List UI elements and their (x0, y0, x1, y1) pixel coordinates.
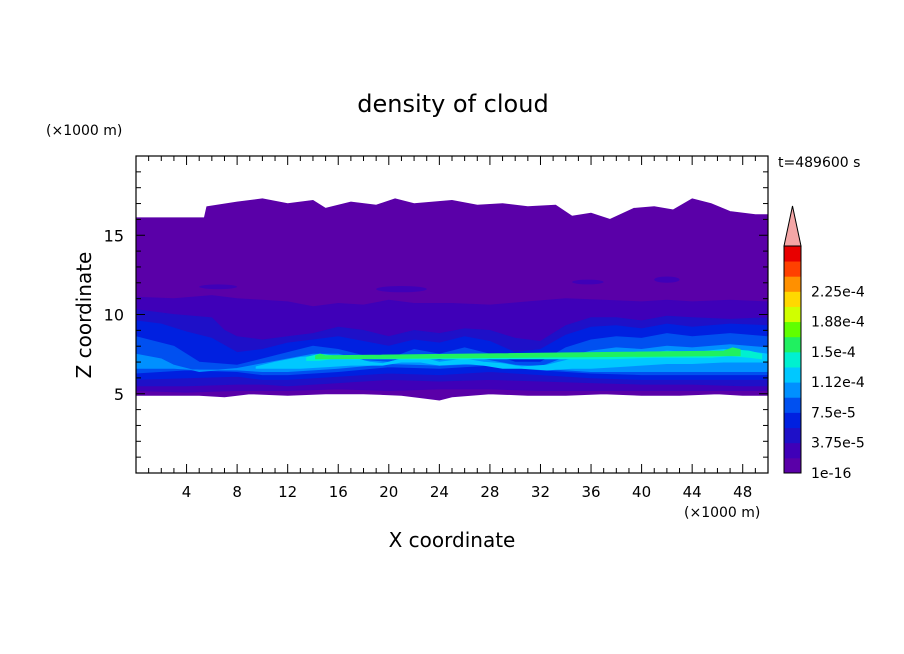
contour-layer-9 (315, 347, 741, 360)
cloud-wisp-4 (654, 276, 680, 283)
plot-area (135, 198, 769, 401)
y-axis-label: Z coordinate (72, 252, 96, 379)
x-tick-label: 12 (278, 483, 297, 501)
x-tick-label: 4 (182, 483, 192, 501)
x-tick-label: 32 (531, 483, 550, 501)
x-tick-label: 24 (430, 483, 449, 501)
y-tick-label: 10 (104, 306, 124, 325)
x-tick-label: 48 (733, 483, 752, 501)
x-unit-label: (×1000 m) (684, 505, 760, 521)
y-tick-label: 15 (104, 226, 124, 245)
colorbar-swatch (784, 367, 801, 383)
colorbar-swatch (784, 321, 801, 338)
y-unit-label: (×1000 m) (46, 123, 122, 139)
colorbar-label: 1.88e-4 (811, 315, 865, 331)
colorbar-swatch (784, 291, 801, 307)
cloud-wisp-1 (199, 284, 238, 290)
x-axis-label: X coordinate (389, 528, 516, 552)
colorbar-swatch (784, 276, 801, 292)
colorbar-label: 7.5e-5 (811, 406, 856, 422)
colorbar-label: 1e-16 (811, 466, 851, 482)
y-axis: 5 10 15 (104, 171, 768, 458)
colorbar-swatch (784, 412, 801, 428)
cloud-wisp-2 (376, 285, 427, 293)
colorbar-label: 1.5e-4 (811, 345, 856, 361)
colorbar-swatch (784, 397, 801, 413)
colorbar-label: 1.12e-4 (811, 375, 865, 391)
colorbar-swatch (784, 382, 801, 398)
x-tick-label: 44 (683, 483, 702, 501)
colorbar-frame (783, 245, 802, 474)
colorbar-swatch (784, 427, 801, 444)
colorbar-swatch (784, 306, 801, 323)
x-tick-label: 8 (232, 483, 242, 501)
chart-title: density of cloud (357, 90, 548, 118)
time-label: t=489600 s (778, 155, 860, 171)
colorbar-swatch (784, 457, 801, 474)
x-tick-label: 20 (379, 483, 398, 501)
colorbar-label: 3.75e-5 (811, 436, 865, 452)
colorbar-swatch (784, 442, 801, 459)
x-tick-label: 28 (480, 483, 499, 501)
colorbar-swatch (784, 261, 801, 277)
colorbar: 1e-16 3.75e-5 7.5e-5 1.12e-4 1.5e-4 1.88e-4 2.… (783, 205, 865, 482)
y-tick-label: 5 (114, 385, 124, 404)
x-tick-label: 36 (581, 483, 600, 501)
cloud-wisp-3 (572, 279, 604, 285)
colorbar-extend-arrow (783, 205, 802, 247)
colorbar-label: 2.25e-4 (811, 284, 865, 300)
x-axis: 4 8 12 16 20 24 28 32 36 40 44 48 (148, 156, 756, 501)
colorbar-swatch (784, 246, 801, 262)
colorbar-swatch (784, 336, 801, 353)
colorbar-swatch (784, 351, 801, 368)
x-tick-label: 16 (329, 483, 348, 501)
x-tick-label: 40 (632, 483, 651, 501)
